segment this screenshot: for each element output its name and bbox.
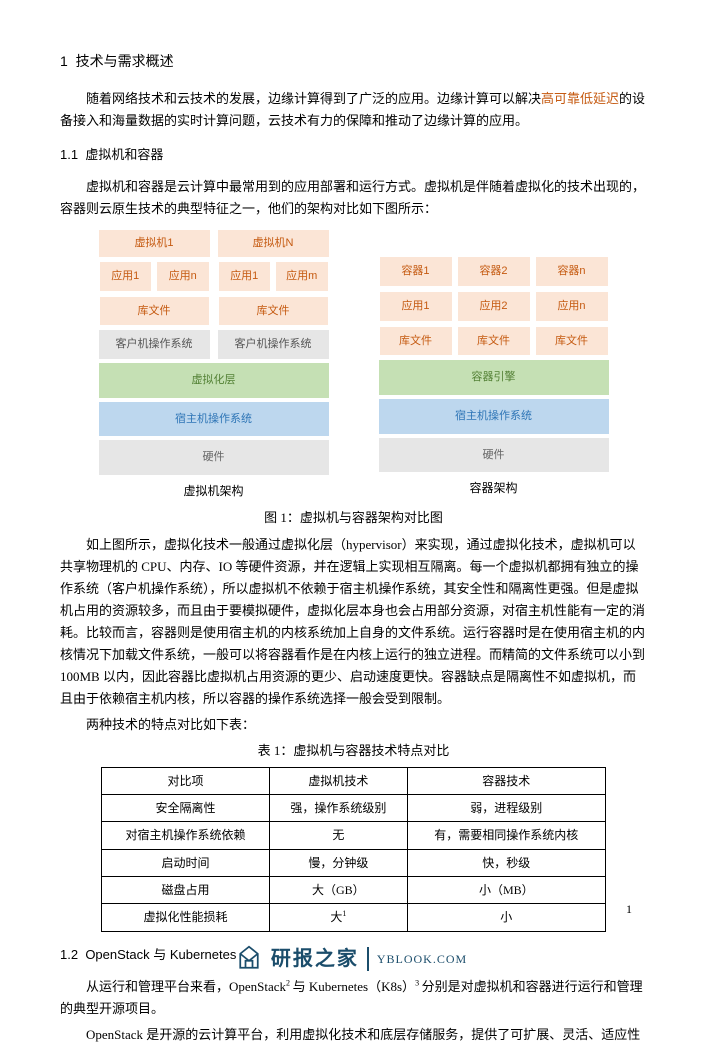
highlight-text: 高可靠低延迟 [541,91,619,106]
container-engine-layer: 容器引擎 [379,360,609,395]
section-1-num: 1 [60,53,68,69]
table-row: 对宿主机操作系统依赖无有，需要相同操作系统内核 [102,822,606,849]
footer-divider [367,947,369,971]
table-row: 磁盘占用大（GB）小（MB） [102,877,606,904]
vm1-title: 虚拟机1 [99,230,210,257]
hypervisor-layer: 虚拟化层 [99,363,329,398]
cn-title: 容器n [535,256,609,287]
section-1-1-heading: 1.1 虚拟机和容器 [60,144,647,166]
c2-app: 应用2 [457,291,531,322]
footer: 研报之家 YBLOOK.COM [0,942,702,976]
after-fig-para1: 如上图所示，虚拟化技术一般通过虚拟化层（hypervisor）来实现，通过虚拟化… [60,534,647,711]
c2-lib: 库文件 [457,326,531,357]
section-1-2-para2: OpenStack 是开源的云计算平台，利用虚拟化技术和底层存储服务，提供了可扩… [60,1024,647,1046]
vmN-lib: 库文件 [218,296,329,327]
page-number: 1 [626,899,632,919]
ct-hostos-layer: 宿主机操作系统 [379,399,609,434]
c1-title: 容器1 [379,256,453,287]
vmN-guestos: 客户机操作系统 [218,330,329,359]
comparison-table: 对比项 虚拟机技术 容器技术 安全隔离性强，操作系统级别弱，进程级别 对宿主机操… [101,767,606,932]
footer-url: YBLOOK.COM [377,949,467,969]
c1-app: 应用1 [379,291,453,322]
vm-hostos-layer: 宿主机操作系统 [99,402,329,437]
logo-icon [235,945,263,973]
section-1-para1: 随着网络技术和云技术的发展，边缘计算得到了广泛的应用。边缘计算可以解决高可靠低延… [60,88,647,132]
cn-lib: 库文件 [535,326,609,357]
table-row: 安全隔离性强，操作系统级别弱，进程级别 [102,794,606,821]
vm1-lib: 库文件 [99,296,210,327]
section-1-title: 技术与需求概述 [76,53,174,69]
vm-hw-layer: 硬件 [99,440,329,475]
architecture-diagram: 虚拟机1 应用1 应用n 库文件 客户机操作系统 虚拟机N 应用1 应用m 库文… [60,230,647,501]
th-0: 对比项 [102,767,270,794]
vm1-appn: 应用n [156,261,210,292]
vmN-title: 虚拟机N [218,230,329,257]
th-1: 虚拟机技术 [270,767,408,794]
table-1-caption: 表 1：虚拟机与容器技术特点对比 [60,740,647,762]
footnote-sup-2: 2 [286,979,290,988]
section-1-1-para1: 虚拟机和容器是云计算中最常用到的应用部署和运行方式。虚拟机是伴随着虚拟化的技术出… [60,176,647,220]
ct-arch-label: 容器架构 [379,478,609,498]
vm-arch-label: 虚拟机架构 [99,481,329,501]
vm-architecture: 虚拟机1 应用1 应用n 库文件 客户机操作系统 虚拟机N 应用1 应用m 库文… [99,230,329,501]
table-row: 启动时间慢，分钟级快，秒级 [102,849,606,876]
after-fig-para2: 两种技术的特点对比如下表： [60,714,647,736]
vmN-app1: 应用1 [218,261,272,292]
section-1-2-para1: 从运行和管理平台来看，OpenStack2 与 Kubernetes（K8s）3… [60,976,647,1020]
c1-lib: 库文件 [379,326,453,357]
container-architecture: 容器1 应用1 库文件 容器2 应用2 库文件 容器n 应用n 库文件 容器引擎… [379,230,609,501]
section-1-heading: 1 技术与需求概述 [60,50,647,74]
section-1-1-num: 1.1 [60,147,78,162]
vm1-guestos: 客户机操作系统 [99,330,210,359]
figure-1-caption: 图 1：虚拟机与容器架构对比图 [60,507,647,529]
c2-title: 容器2 [457,256,531,287]
cn-app: 应用n [535,291,609,322]
ct-hw-layer: 硬件 [379,438,609,473]
th-2: 容器技术 [407,767,605,794]
section-1-1-title: 虚拟机和容器 [85,147,163,162]
footnote-sup-1: 1 [342,909,346,918]
footer-brand: 研报之家 [271,942,359,976]
vmN-appm: 应用m [275,261,329,292]
vm1-app1: 应用1 [99,261,153,292]
footnote-sup-3: 3 [415,979,419,988]
table-row: 虚拟化性能损耗大1小 [102,904,606,931]
table-header-row: 对比项 虚拟机技术 容器技术 [102,767,606,794]
